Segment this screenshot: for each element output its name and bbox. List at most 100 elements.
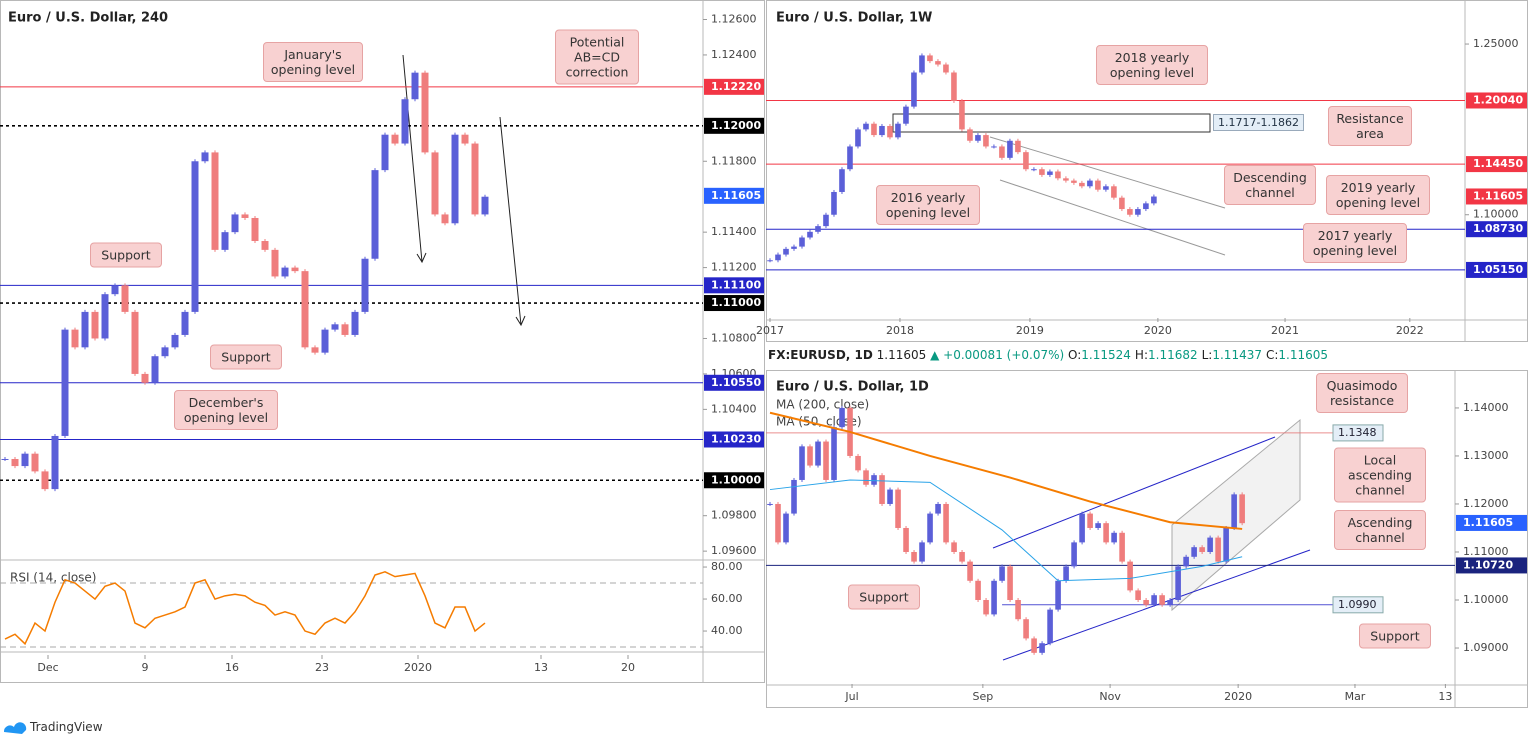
candle — [959, 100, 965, 130]
candle — [1135, 209, 1141, 215]
candle — [201, 152, 209, 162]
candle — [341, 324, 349, 335]
candle — [1031, 169, 1037, 171]
candle — [1055, 580, 1061, 610]
annotation: 2018 yearly opening level — [1096, 45, 1208, 85]
x-tick-label: 13 — [534, 661, 548, 674]
candle — [131, 311, 139, 374]
x-tick-label: 2017 — [756, 324, 784, 337]
price-tag — [704, 472, 764, 489]
candle — [11, 458, 19, 467]
price-tag — [1466, 221, 1527, 238]
candle — [1, 458, 9, 460]
price-tag-label: 1.11605 — [1473, 189, 1523, 202]
candle — [975, 580, 981, 601]
price-tag — [704, 187, 764, 204]
y-tick-label: 1.09800 — [711, 509, 757, 522]
price-tag-label: 1.10000 — [711, 473, 761, 486]
price-tag — [1466, 188, 1527, 205]
ohlc-value: 1.11437 — [1212, 348, 1262, 362]
candle — [999, 566, 1005, 581]
candle — [371, 170, 379, 259]
candle — [975, 135, 981, 141]
x-tick-label: 2020 — [1224, 690, 1252, 703]
candle — [471, 143, 479, 215]
candle — [855, 455, 861, 471]
candle — [935, 61, 941, 65]
candle — [101, 294, 109, 339]
candle — [991, 146, 997, 148]
x-tick-label: Sep — [972, 690, 993, 703]
channel-line — [999, 179, 1226, 256]
candle — [1143, 203, 1149, 210]
rsi-line — [4, 571, 486, 646]
y-tick-label: 1.12600 — [711, 12, 757, 25]
legend-entry: MA (200, close) — [776, 398, 869, 412]
y-tick-label: 1.14000 — [1463, 401, 1509, 414]
candle — [799, 237, 805, 247]
candle — [1023, 619, 1029, 639]
x-tick-label: 20 — [621, 661, 635, 674]
candle — [1143, 600, 1149, 605]
candle — [151, 356, 159, 383]
y-tick-label: 60.00 — [711, 592, 743, 605]
candle — [1111, 532, 1117, 543]
candle — [1063, 178, 1069, 181]
price-tag — [704, 78, 764, 95]
y-tick-label: 40.00 — [711, 624, 743, 637]
candle — [161, 347, 169, 357]
candle — [807, 446, 813, 466]
candle — [1127, 561, 1133, 591]
y-tick-label: 1.11000 — [1463, 545, 1509, 558]
candle — [331, 324, 339, 330]
y-tick-label: 1.11400 — [711, 225, 757, 238]
candle — [935, 503, 941, 514]
price-tag — [1466, 92, 1527, 109]
y-tick-label: 1.09000 — [1463, 641, 1509, 654]
candle — [61, 329, 69, 436]
annotation: Potential AB=CD correction — [555, 29, 639, 85]
price-tag-label: 1.10550 — [711, 376, 761, 389]
price-tag-label: 1.14450 — [1473, 157, 1523, 170]
candle — [839, 169, 845, 192]
weekly-channel — [989, 136, 1226, 256]
frame — [0, 0, 765, 683]
candle — [855, 129, 861, 147]
candle — [815, 441, 821, 466]
level-box-label: 1.1348 — [1338, 426, 1377, 439]
annotation: Descending channel — [1224, 165, 1316, 205]
candle — [1223, 527, 1229, 562]
channel-line — [992, 436, 1276, 549]
price-tag-label: 1.11100 — [711, 278, 761, 291]
candle — [1063, 566, 1069, 581]
candle — [967, 561, 973, 581]
price-tag — [1456, 557, 1527, 574]
annotation: Local ascending channel — [1334, 447, 1426, 503]
annotation: 2019 yearly opening level — [1326, 175, 1430, 215]
y-tick-label: 1.10800 — [711, 331, 757, 344]
candle — [91, 311, 99, 339]
moving-average — [769, 411, 1243, 530]
candle — [1007, 140, 1013, 158]
x-tick-label: Mar — [1345, 690, 1366, 703]
candle — [919, 542, 925, 562]
chart-title: Euro / U.S. Dollar, 1D — [776, 380, 929, 395]
candle — [911, 551, 917, 562]
channel-line — [989, 136, 1226, 209]
arrows — [402, 54, 526, 327]
candle — [181, 311, 189, 335]
price-tag-label: 1.10230 — [711, 432, 761, 445]
price-tag — [1466, 261, 1527, 278]
candle — [41, 471, 49, 490]
candle — [775, 503, 781, 543]
y-tick-label: 1.12000 — [1463, 497, 1509, 510]
annotation: Ascending channel — [1334, 510, 1426, 550]
candle — [791, 246, 797, 249]
candle — [411, 72, 419, 100]
resistance-area — [892, 113, 1211, 133]
candle — [431, 152, 439, 215]
arrow — [402, 54, 427, 264]
candle — [863, 470, 869, 485]
rsi-label: RSI (14, close) — [10, 571, 96, 585]
candle — [1191, 547, 1197, 557]
